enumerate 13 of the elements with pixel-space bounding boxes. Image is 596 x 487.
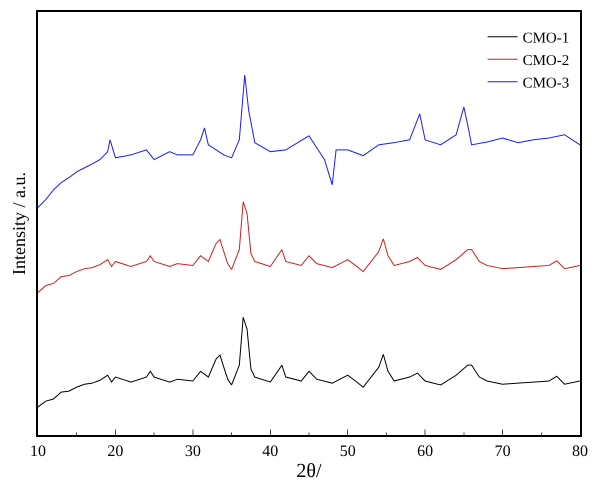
- x-tick-label: 80: [572, 442, 588, 460]
- x-tick-label: 60: [417, 442, 434, 460]
- x-tick-label: 40: [262, 442, 278, 460]
- x-axis-title: 2θ/: [296, 460, 322, 482]
- legend-label: CMO-1: [522, 30, 570, 47]
- x-tick-label: 10: [30, 442, 46, 460]
- x-tick-label: 20: [107, 442, 124, 460]
- legend-label: CMO-2: [522, 53, 570, 70]
- x-tick-label: 30: [184, 442, 201, 460]
- legend-label: CMO-3: [522, 76, 570, 92]
- x-tick-label: 50: [340, 442, 356, 460]
- y-axis-title: Intensity / a.u.: [8, 172, 29, 275]
- x-tick-label: 70: [494, 442, 511, 460]
